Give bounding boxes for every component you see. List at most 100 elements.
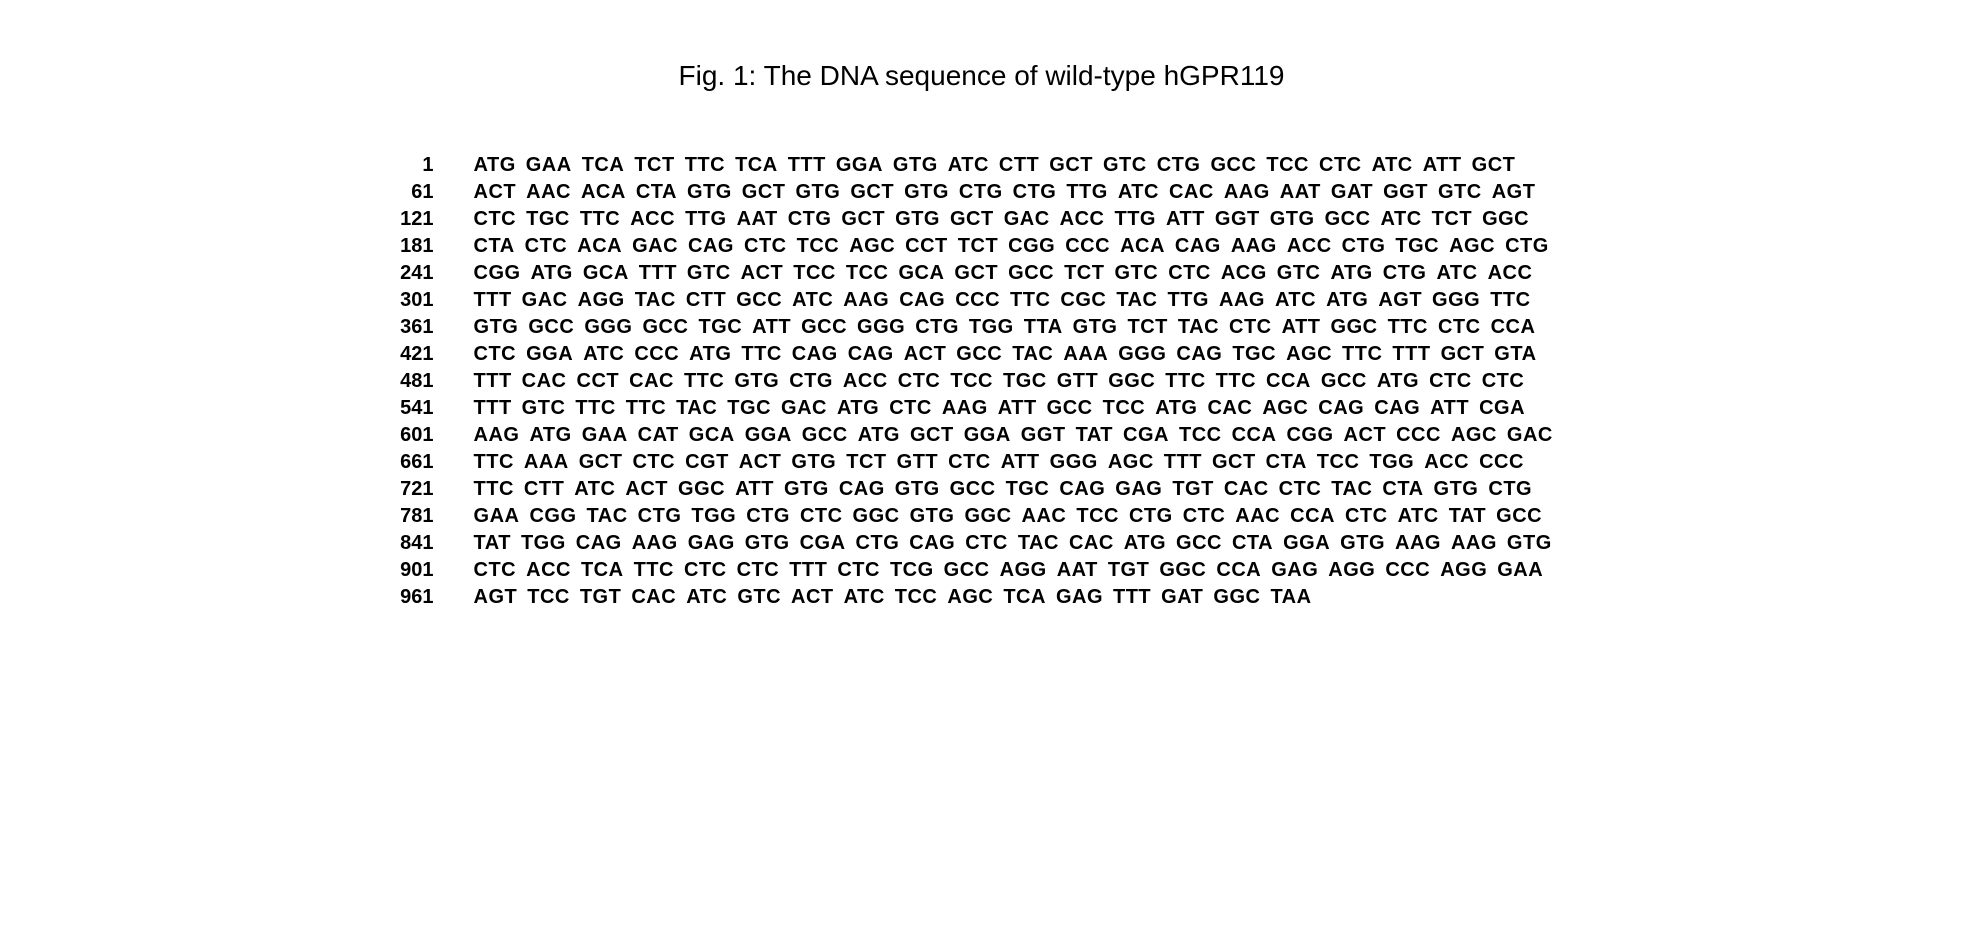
codon: ATT <box>1166 206 1205 233</box>
codon: TTT <box>639 260 677 287</box>
codon: TCC <box>1103 395 1146 422</box>
codon: ATC <box>686 584 727 611</box>
codon: CAC <box>629 368 674 395</box>
codon: CTC <box>474 206 517 233</box>
codon: ATG <box>689 341 731 368</box>
codon: CTC <box>1319 152 1362 179</box>
codon: ATG <box>1326 287 1368 314</box>
codon: GCT <box>1441 341 1485 368</box>
codon: TGC <box>1395 233 1439 260</box>
codon: GGG <box>1118 341 1166 368</box>
codon: TCC <box>1179 422 1222 449</box>
codon: TGC <box>727 395 771 422</box>
codon: CAG <box>848 341 894 368</box>
codon: ACT <box>739 449 782 476</box>
codon: AAG <box>843 287 889 314</box>
codon: AGC <box>1286 341 1332 368</box>
codon: CCA <box>1232 422 1277 449</box>
codon: TCC <box>527 584 570 611</box>
codon: GGC <box>1213 584 1260 611</box>
codon: CAG <box>1176 341 1222 368</box>
codon: TTT <box>788 152 826 179</box>
codon: AAG <box>1219 287 1265 314</box>
codon: GCC <box>1210 152 1256 179</box>
codon: ACC <box>1060 206 1105 233</box>
codon: ACT <box>741 260 784 287</box>
codon: CAG <box>1374 395 1420 422</box>
codon: CAG <box>688 233 734 260</box>
codon: TCC <box>1076 503 1119 530</box>
codon-sequence: TTCCTTATCACTGGCATTGTGCAGGTGGCCTGCCAGGAGT… <box>474 476 1563 503</box>
codon: TTT <box>474 287 512 314</box>
codon: ATC <box>1381 206 1422 233</box>
codon: CTG <box>1505 233 1549 260</box>
codon: TAA <box>1270 584 1311 611</box>
codon: TTC <box>1010 287 1050 314</box>
position-label: 781 <box>400 503 473 530</box>
codon: GCT <box>850 179 894 206</box>
codon: CTG <box>856 530 900 557</box>
codon: TTG <box>1168 287 1210 314</box>
codon: TTG <box>685 206 727 233</box>
codon-sequence: ACTAACACACTAGTGGCTGTGGCTGTGCTGCTGTTGATCC… <box>474 179 1563 206</box>
codon: CAT <box>638 422 679 449</box>
codon: CCA <box>1290 503 1335 530</box>
codon: GCC <box>642 314 688 341</box>
codon: CGG <box>474 260 521 287</box>
codon: AGG <box>578 287 625 314</box>
codon: AGG <box>1440 557 1487 584</box>
codon: CAG <box>839 476 885 503</box>
codon: ACT <box>904 341 947 368</box>
codon: GTC <box>522 395 566 422</box>
codon: GGA <box>526 341 573 368</box>
codon: AAG <box>1395 530 1441 557</box>
codon: CAC <box>1224 476 1269 503</box>
codon: GTC <box>1114 260 1158 287</box>
codon: CCC <box>1479 449 1524 476</box>
codon: ATC <box>1118 179 1159 206</box>
codon: CGA <box>800 530 846 557</box>
codon: TGG <box>1369 449 1414 476</box>
codon: AGC <box>849 233 895 260</box>
codon: GCT <box>1212 449 1256 476</box>
codon: TGG <box>691 503 736 530</box>
sequence-row: 601AAGATGGAACATGCAGGAGCCATGGCTGGAGGTTATC… <box>400 422 1563 449</box>
codon: TAC <box>1331 476 1372 503</box>
codon: GTG <box>687 179 732 206</box>
codon: GGA <box>1283 530 1330 557</box>
codon: CCC <box>634 341 679 368</box>
codon: TTC <box>580 206 620 233</box>
codon: ATC <box>1436 260 1477 287</box>
codon: TTT <box>1164 449 1202 476</box>
sequence-row: 541TTTGTCTTCTTCTACTGCGACATGCTCAAGATTGCCT… <box>400 395 1563 422</box>
codon: CCC <box>1385 557 1430 584</box>
codon: GCC <box>1008 260 1054 287</box>
codon: TAT <box>474 530 511 557</box>
codon: TTC <box>1490 287 1530 314</box>
codon: ACT <box>474 179 517 206</box>
codon: CTC <box>1438 314 1481 341</box>
codon: ATG <box>858 422 900 449</box>
codon: TCT <box>958 233 998 260</box>
codon: AGC <box>947 584 993 611</box>
codon-sequence: GAACGGTACCTGTGGCTGCTCGGCGTGGGCAACTCCCTGC… <box>474 503 1563 530</box>
codon: GTG <box>893 152 938 179</box>
codon: CAG <box>899 287 945 314</box>
codon: TGC <box>1232 341 1276 368</box>
codon: GAA <box>582 422 628 449</box>
codon: ATG <box>529 422 571 449</box>
codon: AAT <box>1280 179 1321 206</box>
codon: GAC <box>1507 422 1553 449</box>
codon: GTG <box>1434 476 1479 503</box>
codon: CTC <box>1229 314 1272 341</box>
codon: GTG <box>1270 206 1315 233</box>
figure-title: Fig. 1: The DNA sequence of wild-type hG… <box>80 60 1883 92</box>
codon: ATC <box>583 341 624 368</box>
position-label: 961 <box>400 584 473 611</box>
codon: GTA <box>1494 341 1536 368</box>
codon: GGC <box>853 503 900 530</box>
codon: GAC <box>522 287 568 314</box>
codon: TTC <box>1165 368 1205 395</box>
codon: GCC <box>1176 530 1222 557</box>
codon: GCC <box>1496 503 1542 530</box>
